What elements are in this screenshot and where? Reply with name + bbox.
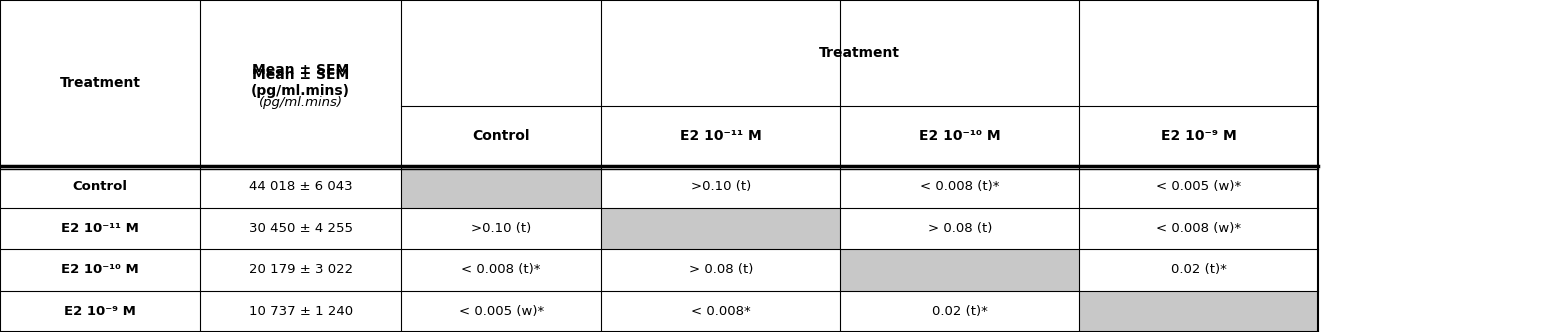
Bar (601, 249, 840, 290)
Text: < 0.008 (t)*: < 0.008 (t)* (461, 263, 541, 276)
Bar (601, 106, 840, 166)
Bar (840, 208, 1079, 249)
Bar (840, 290, 1079, 332)
Text: (pg/ml.mins): (pg/ml.mins) (259, 96, 342, 110)
Bar (200, 166, 401, 208)
Text: E2 10⁻¹⁰ M: E2 10⁻¹⁰ M (919, 129, 1001, 143)
Bar (0, 166, 200, 208)
Text: E2 10⁻¹⁰ M: E2 10⁻¹⁰ M (62, 263, 139, 276)
Bar (401, 106, 601, 166)
Text: E2 10⁻⁹ M: E2 10⁻⁹ M (65, 305, 136, 318)
Bar (401, 0, 1318, 106)
Text: 20 179 ± 3 022: 20 179 ± 3 022 (248, 263, 353, 276)
Bar (1079, 208, 1318, 249)
Bar (1079, 106, 1318, 166)
Bar (1079, 166, 1318, 208)
Bar (601, 208, 840, 249)
Text: 30 450 ± 4 255: 30 450 ± 4 255 (248, 222, 353, 235)
Text: < 0.008*: < 0.008* (691, 305, 751, 318)
Bar (601, 166, 840, 208)
Bar (200, 0, 401, 166)
Bar (840, 249, 1079, 290)
Text: 44 018 ± 6 043: 44 018 ± 6 043 (248, 180, 353, 193)
Text: > 0.08 (t): > 0.08 (t) (928, 222, 992, 235)
Bar (0, 0, 200, 166)
Text: >0.10 (t): >0.10 (t) (691, 180, 751, 193)
Bar (0, 249, 200, 290)
Text: Mean ± SEM: Mean ± SEM (251, 63, 350, 77)
Text: E2 10⁻¹¹ M: E2 10⁻¹¹ M (62, 222, 139, 235)
Text: 0.02 (t)*: 0.02 (t)* (1170, 263, 1227, 276)
Bar (1079, 249, 1318, 290)
Text: Control: Control (72, 180, 128, 193)
Text: Mean ± SEM
(pg/ml.mins): Mean ± SEM (pg/ml.mins) (251, 68, 350, 98)
Text: < 0.005 (w)*: < 0.005 (w)* (458, 305, 544, 318)
Bar (601, 290, 840, 332)
Text: > 0.08 (t): > 0.08 (t) (689, 263, 752, 276)
Bar (0, 290, 200, 332)
Bar (840, 106, 1079, 166)
Bar (401, 249, 601, 290)
Bar (840, 166, 1079, 208)
Text: E2 10⁻¹¹ M: E2 10⁻¹¹ M (680, 129, 762, 143)
Bar (401, 290, 601, 332)
Bar (200, 290, 401, 332)
Bar (0, 208, 200, 249)
Text: E2 10⁻⁹ M: E2 10⁻⁹ M (1161, 129, 1237, 143)
Bar (401, 208, 601, 249)
Text: < 0.008 (w)*: < 0.008 (w)* (1156, 222, 1241, 235)
Text: < 0.005 (w)*: < 0.005 (w)* (1156, 180, 1241, 193)
Bar (200, 208, 401, 249)
Bar (401, 166, 601, 208)
Text: 10 737 ± 1 240: 10 737 ± 1 240 (248, 305, 353, 318)
Bar (200, 249, 401, 290)
Text: >0.10 (t): >0.10 (t) (470, 222, 532, 235)
Text: Treatment: Treatment (60, 76, 140, 90)
Text: Treatment: Treatment (819, 46, 901, 60)
Bar (1079, 290, 1318, 332)
Text: < 0.008 (t)*: < 0.008 (t)* (921, 180, 999, 193)
Text: Control: Control (472, 129, 530, 143)
Text: 0.02 (t)*: 0.02 (t)* (931, 305, 988, 318)
